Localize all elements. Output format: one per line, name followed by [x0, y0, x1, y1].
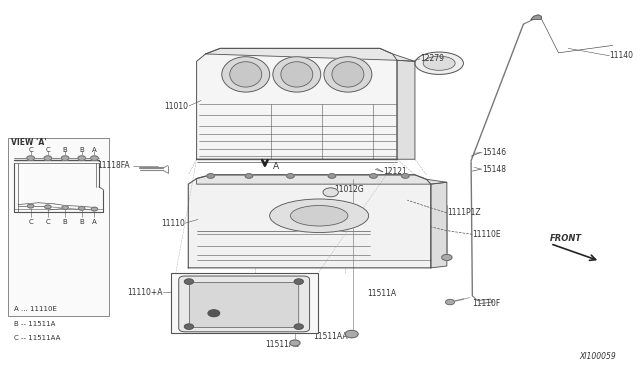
Circle shape	[245, 174, 253, 178]
Text: C: C	[45, 219, 51, 225]
Text: C: C	[45, 147, 51, 153]
Circle shape	[323, 188, 339, 197]
Ellipse shape	[230, 62, 262, 87]
Polygon shape	[188, 175, 431, 268]
Text: 1112B: 1112B	[220, 295, 244, 304]
Circle shape	[184, 324, 193, 329]
Circle shape	[45, 205, 51, 209]
Text: 11128A: 11128A	[220, 275, 249, 283]
Text: B: B	[63, 147, 67, 153]
Polygon shape	[531, 15, 541, 19]
Text: 11110F: 11110F	[472, 299, 500, 308]
Polygon shape	[397, 60, 415, 159]
Ellipse shape	[222, 57, 269, 92]
Circle shape	[442, 254, 452, 260]
Circle shape	[91, 156, 99, 160]
Ellipse shape	[415, 52, 463, 74]
Text: B: B	[79, 147, 84, 153]
Text: 11010: 11010	[164, 102, 188, 110]
Ellipse shape	[273, 57, 321, 92]
Text: A: A	[92, 147, 97, 153]
Circle shape	[207, 174, 214, 178]
Circle shape	[294, 279, 303, 284]
Text: 11110E: 11110E	[472, 230, 501, 239]
Circle shape	[328, 174, 336, 178]
Ellipse shape	[332, 62, 364, 87]
Circle shape	[208, 310, 220, 317]
Text: FRONT: FRONT	[550, 234, 582, 243]
Circle shape	[369, 174, 377, 178]
Text: 15148: 15148	[482, 165, 506, 174]
Polygon shape	[205, 48, 415, 61]
Text: 12121: 12121	[383, 167, 407, 176]
FancyBboxPatch shape	[179, 276, 310, 332]
Circle shape	[62, 206, 68, 209]
Text: 11511AB: 11511AB	[265, 340, 299, 349]
Circle shape	[184, 279, 193, 284]
Ellipse shape	[324, 57, 372, 92]
Ellipse shape	[423, 56, 455, 70]
Bar	[171, 273, 318, 333]
Text: 1111P1Z: 1111P1Z	[447, 208, 481, 217]
Text: B -- 11511A: B -- 11511A	[14, 321, 56, 327]
Circle shape	[27, 156, 35, 160]
Polygon shape	[196, 175, 447, 184]
Ellipse shape	[269, 199, 369, 232]
Text: 11140: 11140	[609, 51, 634, 60]
Text: C: C	[28, 147, 33, 153]
Circle shape	[290, 340, 300, 346]
Text: 11012G: 11012G	[334, 185, 364, 194]
Polygon shape	[431, 182, 447, 268]
Text: C: C	[28, 219, 33, 225]
Text: 11511A: 11511A	[367, 289, 396, 298]
Text: A: A	[273, 162, 279, 171]
Circle shape	[294, 324, 303, 329]
Text: B: B	[63, 219, 67, 225]
Polygon shape	[196, 48, 397, 159]
Circle shape	[346, 330, 358, 338]
Text: 11118FA: 11118FA	[97, 161, 129, 170]
Circle shape	[79, 206, 85, 210]
Text: 11110: 11110	[161, 219, 185, 228]
Circle shape	[61, 156, 69, 160]
Circle shape	[92, 207, 98, 211]
Bar	[8, 138, 109, 316]
Text: 15146: 15146	[482, 148, 506, 157]
Circle shape	[28, 204, 34, 208]
FancyBboxPatch shape	[189, 282, 299, 327]
Circle shape	[287, 174, 294, 178]
Circle shape	[445, 299, 454, 305]
Text: A ... 11110E: A ... 11110E	[14, 306, 57, 312]
Circle shape	[78, 156, 86, 160]
Circle shape	[44, 156, 52, 160]
Text: 11511AA: 11511AA	[313, 332, 348, 341]
Text: 11110+A: 11110+A	[127, 288, 163, 296]
Text: 12279: 12279	[420, 54, 444, 63]
Circle shape	[401, 174, 409, 178]
Text: A: A	[92, 219, 97, 225]
Text: C -- 11511AA: C -- 11511AA	[14, 335, 60, 341]
Text: B: B	[79, 219, 84, 225]
Ellipse shape	[281, 62, 313, 87]
Ellipse shape	[291, 205, 348, 226]
Text: XI100059: XI100059	[579, 352, 616, 361]
Text: VIEW 'A': VIEW 'A'	[12, 138, 47, 147]
